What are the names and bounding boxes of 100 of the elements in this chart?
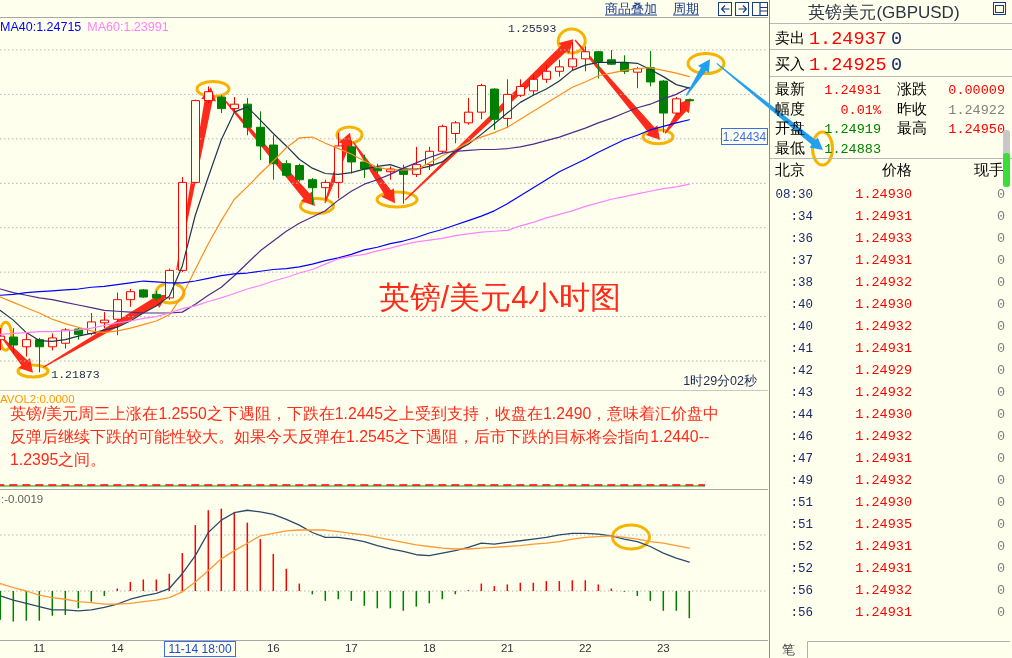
cell: 0	[996, 538, 1005, 554]
cell: 买入	[775, 55, 805, 72]
cell: 卖出	[775, 29, 805, 46]
cell: 1.24932	[855, 318, 912, 334]
cell: :47	[790, 451, 813, 466]
cell: 1.24925	[809, 55, 887, 76]
cell: :36	[790, 231, 813, 246]
tick-label: 18	[422, 642, 436, 654]
cell: 1.24930	[855, 494, 912, 510]
tick-label: 16	[266, 642, 280, 654]
cell: 1.24930	[855, 186, 912, 202]
cell: :51	[790, 517, 813, 532]
annotation: 1时29分02秒	[683, 374, 757, 388]
cell: 0	[891, 29, 903, 50]
cell: :51	[790, 495, 813, 510]
cell: 0	[996, 252, 1005, 268]
cell: 1.24932	[855, 428, 912, 444]
cell: 0	[996, 560, 1005, 576]
cell: :44	[790, 407, 813, 422]
cell: 1.24933	[855, 230, 912, 246]
title: 英镑/美元4小时图	[378, 280, 622, 315]
cell: 1.24930	[855, 296, 912, 312]
cell: :52	[790, 561, 813, 576]
cell: :43	[790, 385, 813, 400]
cell: 0	[996, 318, 1005, 334]
cell: :41	[790, 341, 813, 356]
tick-label: 23	[656, 642, 670, 654]
cell: 1.24931	[855, 208, 912, 224]
cell: 0	[996, 340, 1005, 356]
title: 英镑美元(GBPUSD)	[808, 3, 960, 22]
cell: :49	[790, 473, 813, 488]
cell: 北京	[775, 162, 805, 178]
annotation: 1.21873	[51, 368, 100, 382]
cell: 1.24950	[948, 122, 1005, 137]
tick-label: 22	[578, 642, 592, 654]
cell: 0	[996, 208, 1005, 224]
cell: :40	[790, 297, 813, 312]
series-name: MA60:1.23991	[87, 20, 169, 34]
control: 商品叠加	[605, 1, 657, 16]
cell: 1.24935	[855, 516, 912, 532]
cell: 1.24931	[855, 340, 912, 356]
cell: 0	[996, 186, 1005, 202]
cell: 涨跌	[897, 81, 927, 97]
cell: 1.24919	[824, 122, 881, 137]
cell: 0	[996, 384, 1005, 400]
tick-label: 21	[500, 642, 514, 654]
cell: 0.00009	[948, 83, 1005, 98]
cell: 1.24922	[948, 102, 1005, 118]
cell: 最新	[775, 81, 805, 97]
cell: 0	[996, 406, 1005, 422]
cell: 1.24931	[855, 538, 912, 554]
cell: 0	[996, 604, 1005, 620]
cell: :38	[790, 275, 813, 290]
cell: 0	[996, 428, 1005, 444]
cell: 0	[996, 230, 1005, 246]
cell: 最高	[897, 120, 927, 136]
cell: 1.24932	[855, 472, 912, 488]
cell: 1.24932	[855, 384, 912, 400]
cell: 0	[996, 472, 1005, 488]
cell: 幅度	[775, 100, 805, 117]
cell: 0	[996, 582, 1005, 598]
cell: 0	[996, 516, 1005, 532]
cell: 0	[996, 274, 1005, 290]
cell: 1.24931	[855, 604, 912, 620]
cell: 0	[996, 362, 1005, 378]
cell: :52	[790, 539, 813, 554]
cell: :40	[790, 319, 813, 334]
annotation: :-0.0019	[1, 493, 44, 505]
annotation: 1.24434	[721, 128, 768, 145]
cell: 1.24932	[855, 274, 912, 290]
control: 周期	[673, 1, 699, 16]
cell: 昨收	[897, 100, 927, 117]
tick-label: 14	[110, 642, 124, 654]
cell: 1.24931	[855, 450, 912, 466]
cell: :46	[790, 429, 813, 444]
cell: :56	[790, 605, 813, 620]
cell: :42	[790, 363, 813, 378]
cell: 1.24930	[855, 406, 912, 422]
control: 笔	[781, 642, 795, 657]
cell: 1.24932	[855, 582, 912, 598]
cell: :37	[790, 253, 813, 268]
tick-label: 17	[344, 642, 358, 654]
tick-label: 11	[33, 642, 46, 654]
cell: :56	[790, 583, 813, 598]
cell: 价格	[882, 162, 912, 178]
cell: 现手	[974, 162, 1004, 178]
cell: 1.24931	[855, 560, 912, 576]
cell: 0	[891, 55, 903, 76]
cell: 最低	[775, 139, 805, 156]
annotation: 1.25593	[508, 21, 557, 35]
cell: 0	[996, 450, 1005, 466]
cell: 0.01%	[840, 102, 881, 118]
cell: :34	[790, 209, 813, 224]
cell: 1.24929	[855, 362, 912, 378]
cell: 1.24931	[855, 252, 912, 268]
cell: 0	[996, 494, 1005, 510]
cell: 1.24931	[824, 83, 881, 98]
annotation: 11-14 18:00	[164, 641, 236, 657]
cell: 08:30	[775, 187, 813, 202]
cell: 0	[996, 296, 1005, 312]
